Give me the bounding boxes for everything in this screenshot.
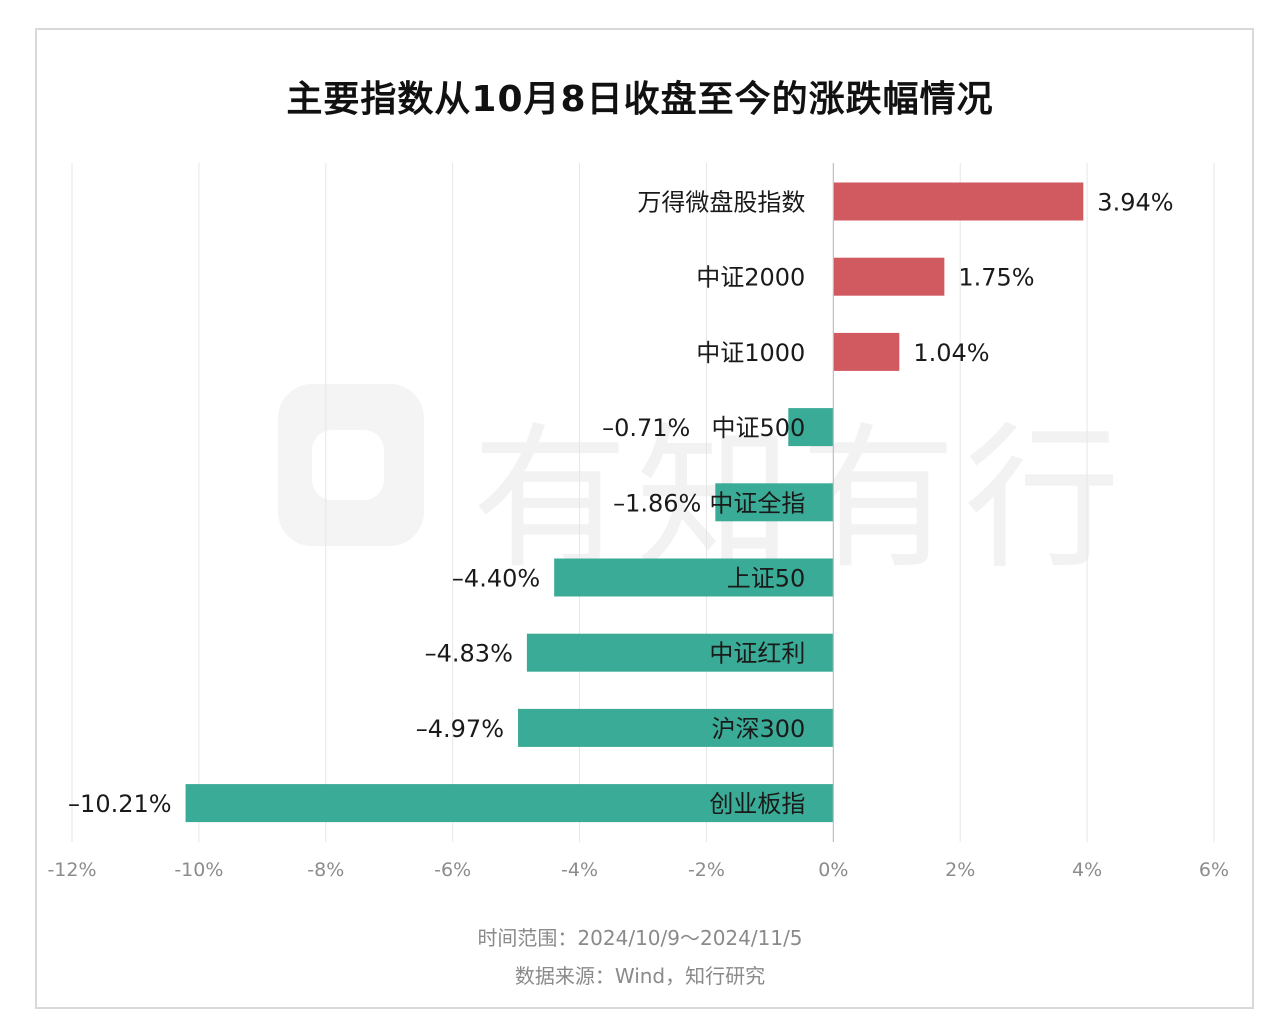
chart-title: 主要指数从10月8日收盘至今的涨跌幅情况 <box>286 79 994 120</box>
x-tick-label: -10% <box>174 859 223 881</box>
x-tick-label: -4% <box>561 859 598 881</box>
category-label: 沪深300 <box>712 715 806 743</box>
x-tick-label: -12% <box>47 859 96 881</box>
bar <box>833 182 1084 221</box>
category-label: 中证1000 <box>696 339 805 367</box>
bar <box>833 257 945 296</box>
value-label: –1.86% <box>613 489 701 517</box>
bar <box>518 708 834 747</box>
watermark-logo-icon <box>278 384 424 546</box>
x-tick-label: 6% <box>1199 859 1229 881</box>
value-label: –4.40% <box>452 565 540 593</box>
x-tick-label: 0% <box>818 859 848 881</box>
time-range-note: 时间范围：2024/10/9～2024/11/5 <box>477 926 803 950</box>
value-label: –4.83% <box>425 640 513 668</box>
x-tick-label: -8% <box>307 859 344 881</box>
bar <box>788 408 834 447</box>
category-label: 中证红利 <box>709 640 805 668</box>
x-tick-label: -6% <box>434 859 471 881</box>
x-tick-label: 2% <box>945 859 975 881</box>
x-tick-label: -2% <box>688 859 725 881</box>
value-label: 1.04% <box>913 339 989 367</box>
bar <box>554 558 834 597</box>
value-label: 1.75% <box>958 264 1034 292</box>
category-label: 上证50 <box>727 565 806 593</box>
category-label: 万得微盘股指数 <box>637 189 805 217</box>
value-label: –0.71% <box>602 414 690 442</box>
value-label: –10.21% <box>68 790 172 818</box>
bar <box>185 784 834 823</box>
value-label: 3.94% <box>1097 189 1173 217</box>
category-label: 中证500 <box>712 414 806 442</box>
bar <box>715 483 834 522</box>
category-label: 创业板指 <box>709 790 805 818</box>
value-label: –4.97% <box>416 715 504 743</box>
category-label: 中证全指 <box>709 489 805 517</box>
x-tick-label: 4% <box>1072 859 1102 881</box>
category-label: 中证2000 <box>696 264 805 292</box>
bar <box>833 332 900 371</box>
source-note: 数据来源：Wind，知行研究 <box>514 964 766 988</box>
bar <box>526 633 834 672</box>
